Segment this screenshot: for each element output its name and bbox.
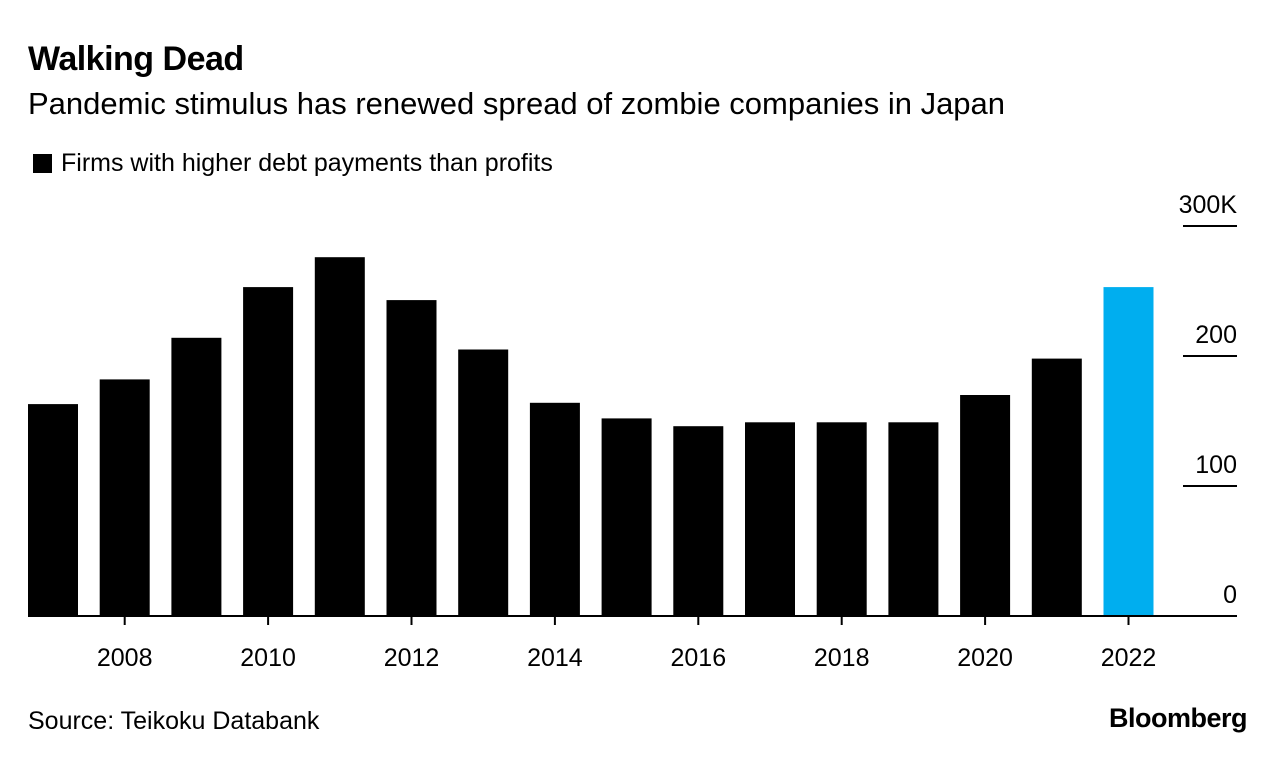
- bar-2015: [601, 418, 652, 616]
- y-tick-label-0: 0: [1223, 581, 1237, 609]
- legend-swatch: [33, 153, 52, 173]
- chart-title: Walking Dead: [28, 40, 244, 78]
- y-tick-label-200: 200: [1195, 321, 1237, 349]
- bar-2007: [28, 404, 78, 616]
- bar-2016: [673, 426, 724, 616]
- bar-2021: [1031, 358, 1082, 616]
- x-tick-label-2020: 2020: [957, 644, 1013, 672]
- bar-2008: [99, 379, 150, 616]
- bar-chart: 0 100 200 300K 2008 2010 2012 2014 2016 2018 2020 2…: [28, 191, 1238, 672]
- bar-2011: [314, 257, 365, 616]
- bar-2018: [816, 422, 867, 616]
- y-tick-label-300K: 300K: [1179, 191, 1238, 219]
- bar-2020: [960, 395, 1011, 616]
- bar-2017: [745, 422, 795, 616]
- x-tick-label-2022: 2022: [1101, 644, 1157, 672]
- bar-2012: [386, 300, 437, 616]
- bar-2013: [458, 349, 509, 616]
- legend: Firms with higher debt payments than pro…: [33, 148, 553, 178]
- x-tick-label-2018: 2018: [814, 644, 870, 672]
- bar-2014: [529, 402, 580, 616]
- bar-2009: [171, 337, 222, 616]
- bar-2022: [1103, 287, 1154, 616]
- bar-2010: [243, 287, 294, 616]
- legend-label: Firms with higher debt payments than pro…: [61, 148, 553, 177]
- x-tick-label-2012: 2012: [384, 644, 440, 672]
- x-tick-label-2008: 2008: [97, 644, 153, 672]
- x-tick-label-2016: 2016: [670, 644, 726, 672]
- chart-subtitle: Pandemic stimulus has renewed spread of …: [28, 86, 1006, 121]
- x-tick-label-2014: 2014: [527, 644, 583, 672]
- x-tick-label-2010: 2010: [240, 644, 296, 672]
- bar-2019: [888, 422, 939, 616]
- y-tick-label-100: 100: [1195, 451, 1237, 479]
- bloomberg-logo: Bloomberg: [1108, 703, 1248, 733]
- source-note: Source: Teikoku Databank: [28, 707, 320, 735]
